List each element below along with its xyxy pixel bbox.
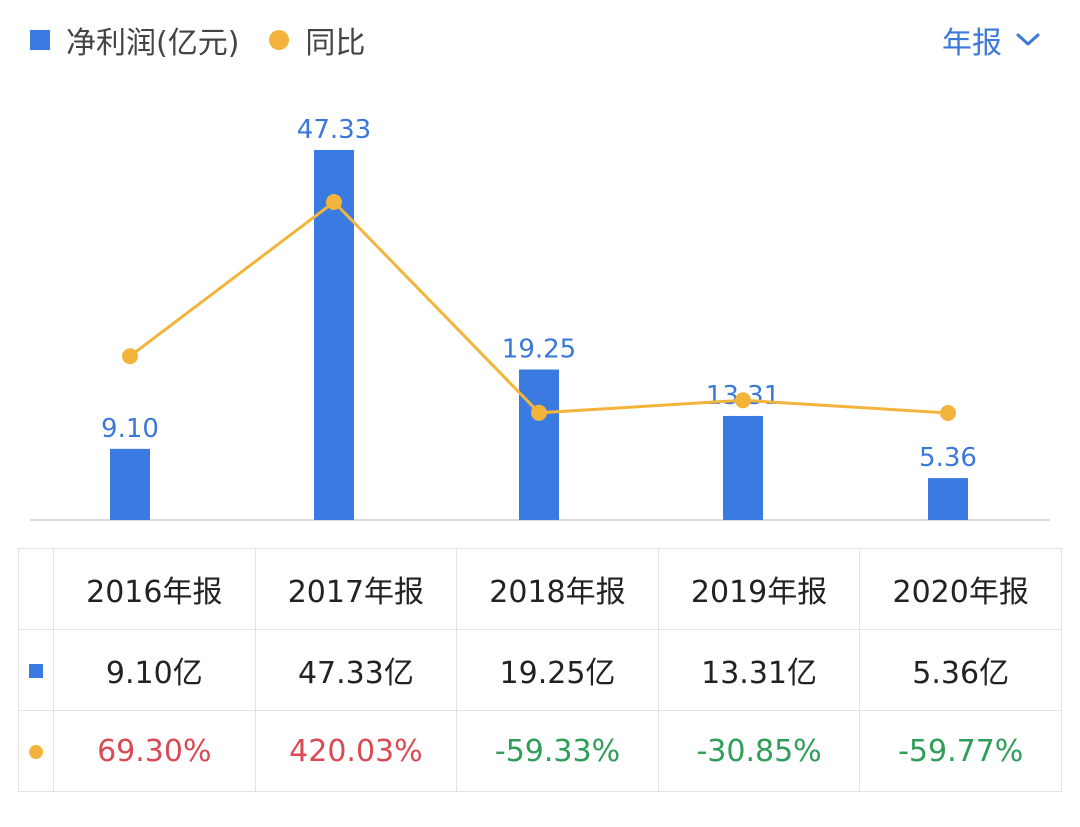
header-cell: 2019年报 <box>657 548 861 630</box>
header-cell: 2017年报 <box>254 548 458 630</box>
profit-cell: 5.36亿 <box>859 629 1062 711</box>
yoy-point-2016年报[interactable] <box>122 348 138 365</box>
yoy-cell: 420.03% <box>254 710 458 792</box>
yoy-cell: -59.33% <box>456 710 659 792</box>
period-selector-label: 年报 <box>942 26 1002 61</box>
period-selector[interactable]: 年报 <box>942 18 1040 62</box>
bar-value-label: 9.10 <box>101 414 159 444</box>
yoy-point-2017年报[interactable] <box>326 194 342 210</box>
legend-yoy-label: 同比 <box>305 26 366 61</box>
dot-marker-icon <box>29 745 43 759</box>
yoy-cell: -59.77% <box>859 710 1062 792</box>
header-cell: 2018年报 <box>456 548 659 630</box>
chevron-down-icon <box>1016 33 1040 46</box>
legend: 净利润(亿元) 同比 <box>30 18 395 62</box>
bar-series-swatch <box>30 30 50 50</box>
header-cell: 2016年报 <box>53 548 256 630</box>
yoy-cell: -30.85% <box>657 710 861 792</box>
profit-cell: 19.25亿 <box>456 629 659 711</box>
data-table: 2016年报 2017年报 2018年报 2019年报 2020年报 9.10亿… <box>18 548 1062 792</box>
legend-net-profit-label: 净利润(亿元) <box>66 26 240 61</box>
table-header-row: 2016年报 2017年报 2018年报 2019年报 2020年报 <box>18 548 1062 630</box>
yoy-point-2020年报[interactable] <box>940 405 956 421</box>
legend-item-yoy[interactable]: 同比 <box>269 18 365 62</box>
yoy-point-2019年报[interactable] <box>735 392 751 409</box>
bar-marker-icon <box>29 664 43 678</box>
bar-value-label: 5.36 <box>919 443 977 473</box>
row-marker-cell <box>18 629 54 711</box>
row-marker-cell <box>18 710 54 792</box>
bar-2018年报[interactable] <box>519 369 559 520</box>
line-series-swatch <box>269 30 290 50</box>
profit-cell: 9.10亿 <box>53 629 256 711</box>
table-row-yoy: 69.30% 420.03% -59.33% -30.85% -59.77% <box>18 710 1062 792</box>
table-corner-cell <box>18 548 54 630</box>
profit-cell: 47.33亿 <box>254 629 458 711</box>
bar-2019年报[interactable] <box>723 415 763 520</box>
bar-value-label: 19.25 <box>502 335 576 365</box>
yoy-cell: 69.30% <box>53 710 256 792</box>
bar-2020年报[interactable] <box>928 478 968 520</box>
profit-cell: 13.31亿 <box>657 629 861 711</box>
table-row-net-profit: 9.10亿 47.33亿 19.25亿 13.31亿 5.36亿 <box>18 629 1062 711</box>
header-cell: 2020年报 <box>859 548 1062 630</box>
bar-value-label: 47.33 <box>297 115 371 145</box>
legend-item-net-profit[interactable]: 净利润(亿元) <box>30 18 239 62</box>
yoy-point-2018年报[interactable] <box>531 404 547 421</box>
bar-2016年报[interactable] <box>110 448 150 520</box>
